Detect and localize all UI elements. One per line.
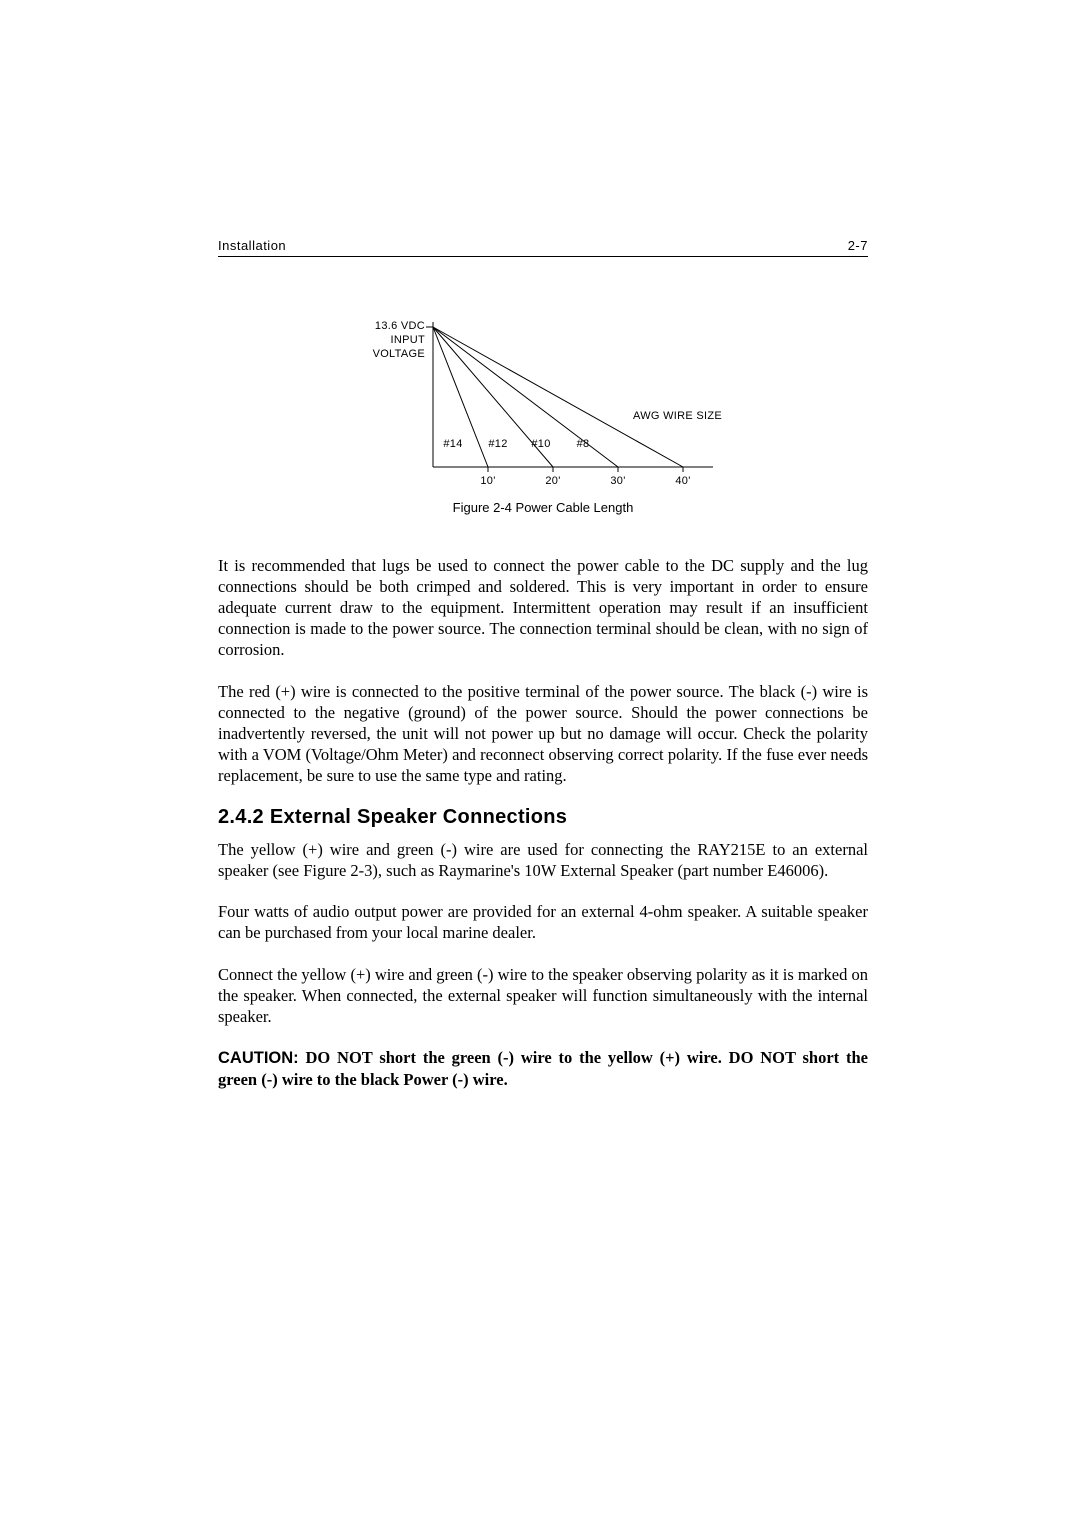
header-section: Installation [218,238,286,253]
x-tick-label-1: 10' [480,475,495,487]
y-label-line3: VOLTAGE [373,348,425,360]
running-header: Installation 2-7 [218,238,868,257]
figure-caption: Figure 2-4 Power Cable Length [218,500,868,515]
section-heading: 2.4.2 External Speaker Connections [218,806,868,829]
wire-label-8: #8 [577,438,590,450]
right-label: AWG WIRE SIZE [633,410,722,422]
paragraph-4: Four watts of audio output power are pro… [218,901,868,943]
x-tick-label-2: 20' [545,475,560,487]
wire-label-10: #10 [531,438,550,450]
caution-paragraph: CAUTION: DO NOT short the green (-) wire… [218,1047,868,1090]
paragraph-5: Connect the yellow (+) wire and green (-… [218,964,868,1027]
paragraph-2: The red (+) wire is connected to the pos… [218,681,868,787]
wire-label-14: #14 [443,438,462,450]
x-tick-label-3: 30' [610,475,625,487]
y-label-line2: INPUT [391,334,426,346]
page-content: Installation 2-7 13.6 VDC INPUT VOLTAGE … [218,238,868,1090]
wire-line-8 [433,327,683,467]
y-label-line1: 13.6 VDC [375,320,425,332]
header-page-number: 2-7 [848,238,868,253]
x-tick-label-4: 40' [675,475,690,487]
chart-svg: 13.6 VDC INPUT VOLTAGE AWG WIRE SIZE #14… [313,317,773,492]
paragraph-3: The yellow (+) wire and green (-) wire a… [218,839,868,881]
caution-label: CAUTION: [218,1049,299,1067]
paragraph-1: It is recommended that lugs be used to c… [218,555,868,661]
wire-label-12: #12 [488,438,507,450]
power-cable-chart: 13.6 VDC INPUT VOLTAGE AWG WIRE SIZE #14… [218,317,868,492]
caution-body: DO NOT short the green (-) wire to the y… [218,1048,868,1089]
